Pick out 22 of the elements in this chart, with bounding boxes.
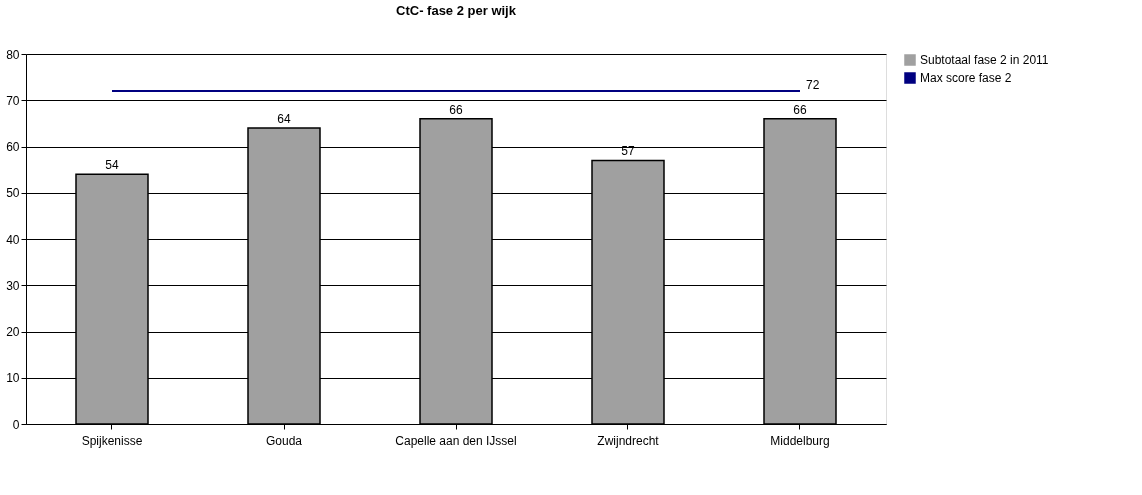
y-tick-label: 70 <box>6 93 20 108</box>
y-tick-label: 0 <box>12 417 20 432</box>
x-tick-label: Zwijndrecht <box>597 433 660 448</box>
chart-title: CtC- fase 2 per wijk <box>396 3 517 18</box>
data-label: 66 <box>449 102 463 117</box>
data-label: 54 <box>105 158 119 173</box>
y-tick-label: 20 <box>6 325 20 339</box>
y-tick-label: 80 <box>6 47 20 62</box>
x-tick-label: Middelburg <box>770 433 830 448</box>
y-tick-label: 40 <box>6 232 20 247</box>
data-label: 72 <box>806 78 820 92</box>
x-tick-label: Capelle aan den IJssel <box>395 433 517 448</box>
y-tick-label: 10 <box>6 371 20 386</box>
legend-label: Max score fase 2 <box>920 71 1012 85</box>
y-tick-label: 30 <box>6 278 20 293</box>
y-tick-label: 60 <box>6 140 20 154</box>
data-label: 66 <box>793 102 807 117</box>
legend-label: Subtotaal fase 2 in 2011 <box>920 53 1049 67</box>
data-label: 64 <box>277 112 291 126</box>
x-tick-label: Gouda <box>265 433 303 448</box>
y-tick-label: 50 <box>6 186 20 201</box>
x-tick-label: Spijkenisse <box>81 433 143 448</box>
